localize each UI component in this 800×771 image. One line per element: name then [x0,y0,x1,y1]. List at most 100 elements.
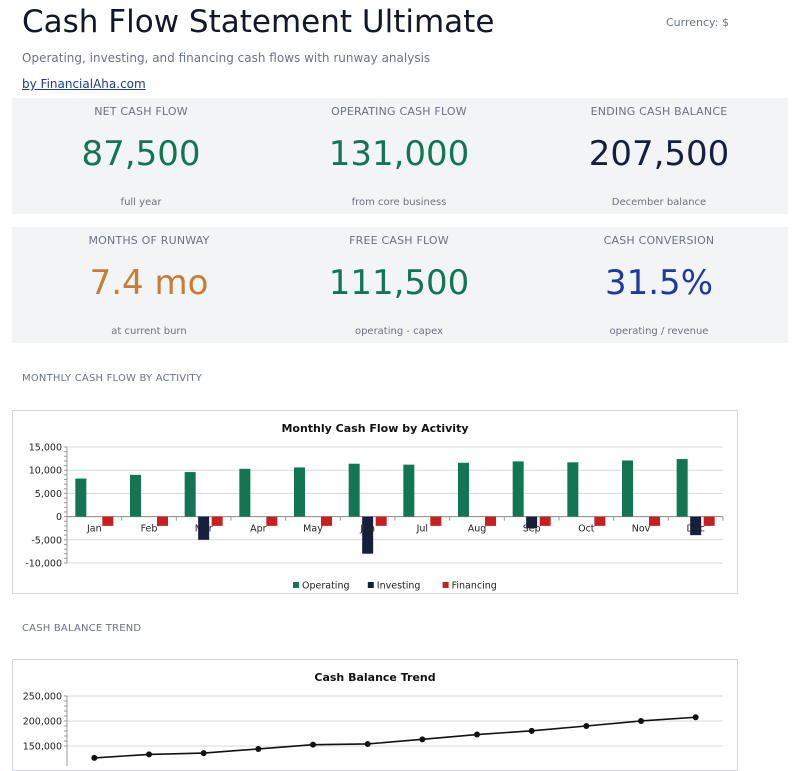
x-tick-label: Sep [523,524,541,535]
bar-operating [75,478,87,517]
kpi-sub: December balance [611,197,707,208]
kpi-value: 7.4 mo [89,263,209,303]
data-point [419,736,426,743]
data-point [528,727,535,734]
x-tick-label: Jan [86,524,102,535]
kpi-row-2: MONTHS OF RUNWAY 7.4 mo at current burn … [12,227,788,343]
legend-label: Investing [377,581,421,592]
y-tick-label: 15,000 [29,443,62,454]
legend-label: Financing [452,581,497,592]
x-tick-label: Nov [632,524,651,535]
data-point [583,723,590,729]
y-tick-label: 0 [56,512,62,523]
bar-operating [130,474,141,517]
bar-operating [294,467,305,517]
bar-financing [266,516,278,526]
bar-financing [157,516,168,526]
legend-label: Operating [302,581,350,592]
series-line-cash-balance [94,716,696,759]
data-point [474,731,480,738]
kpi-value: 87,500 [81,134,201,174]
cash-balance-svg: Cash Balance Trend 250,000 200,000 150,000 [23,671,723,766]
y-tick-label: 5,000 [35,489,62,500]
kpi-net-cash-flow: NET CASH FLOW 87,500 full year [12,98,270,214]
kpi-label: NET CASH FLOW [94,105,188,118]
kpi-free-cash-flow: FREE CASH FLOW 111,500 operating - capex [270,227,528,343]
bar-operating [622,460,633,517]
bar-operating [458,462,469,517]
bar-operating [184,472,196,517]
kpi-value: 31.5% [604,263,713,303]
monthly-cash-flow-svg: Monthly Cash Flow by Activity 15,000 10,0… [25,422,724,592]
chart-title: Cash Balance Trend [314,671,435,684]
bar-investing [198,516,210,540]
bar-financing [539,516,551,526]
bar-financing [703,516,715,526]
x-tick-label: Jul [416,524,428,535]
kpi-label: OPERATING CASH FLOW [331,105,467,118]
data-point [255,745,262,752]
section-label-balance: CASH BALANCE TREND [22,623,142,634]
data-point [364,740,371,747]
kpi-label: ENDING CASH BALANCE [590,105,728,118]
y-tick-label: 250,000 [23,692,62,703]
y-tick-label: 200,000 [23,717,62,728]
kpi-label: CASH CONVERSION [603,234,715,247]
bar-operating [567,462,579,517]
kpi-ending-cash-balance: ENDING CASH BALANCE 207,500 December bal… [530,98,788,214]
kpi-label: FREE CASH FLOW [349,234,449,247]
bar-operating [512,461,524,517]
legend-swatch [442,582,449,588]
y-tick-label: -5,000 [31,535,62,546]
data-point [200,750,207,757]
section-label-monthly: MONTHLY CASH FLOW BY ACTIVITY [22,373,203,384]
bar-operating [348,463,360,517]
x-tick-label: Dec [686,524,704,535]
cash-balance-chart: Cash Balance Trend 250,000 200,000 150,000 [12,659,738,771]
bar-financing [375,516,387,526]
kpi-cash-conversion: CASH CONVERSION 31.5% operating / revenu… [530,227,788,343]
kpi-value: 131,000 [328,134,470,174]
bar-financing [594,516,606,526]
bar-financing [102,516,114,526]
bar-operating [676,459,688,517]
page-subtitle: Operating, investing, and financing cash… [22,51,431,65]
kpi-sub: full year [120,197,162,208]
bar-financing [321,516,332,526]
x-tick-label: Mar [195,524,213,535]
x-tick-label: Feb [141,524,158,535]
y-tick-label: 150,000 [23,742,62,753]
byline-link[interactable]: by FinancialAha.com [22,77,146,91]
kpi-sub: operating - capex [354,326,444,337]
x-tick-label: Oct [578,524,595,535]
bar-financing [430,516,442,526]
bar-investing [690,516,702,536]
bar-investing [362,516,374,554]
kpi-operating-cash-flow: OPERATING CASH FLOW 131,000 from core bu… [270,98,528,214]
legend-swatch [367,582,374,588]
kpi-value: 111,500 [328,263,470,303]
kpi-row-1: NET CASH FLOW 87,500 full year OPERATING… [12,98,788,214]
x-tick-label: Jun [359,524,375,535]
kpi-sub: at current burn [111,326,187,337]
legend-swatch [293,582,299,588]
data-point [638,717,644,724]
bar-investing [526,516,538,529]
data-point [692,714,699,721]
kpi-sub: from core business [351,197,447,208]
page-title: Cash Flow Statement Ultimate [22,4,495,40]
chart-title: Monthly Cash Flow by Activity [281,422,468,435]
kpi-value: 207,500 [588,134,730,174]
bar-operating [403,464,415,517]
bar-financing [649,516,660,526]
x-tick-label: May [303,524,323,535]
bar-financing [211,516,223,526]
kpi-label: MONTHS OF RUNWAY [88,234,210,247]
bar-financing [485,516,496,526]
data-point [146,751,152,758]
monthly-cash-flow-chart: Monthly Cash Flow by Activity 15,000 10,0… [12,410,738,594]
data-point [91,754,98,761]
currency-label: Currency: $ [666,16,729,29]
x-tick-label: Apr [250,524,267,535]
bar-operating [239,468,251,517]
